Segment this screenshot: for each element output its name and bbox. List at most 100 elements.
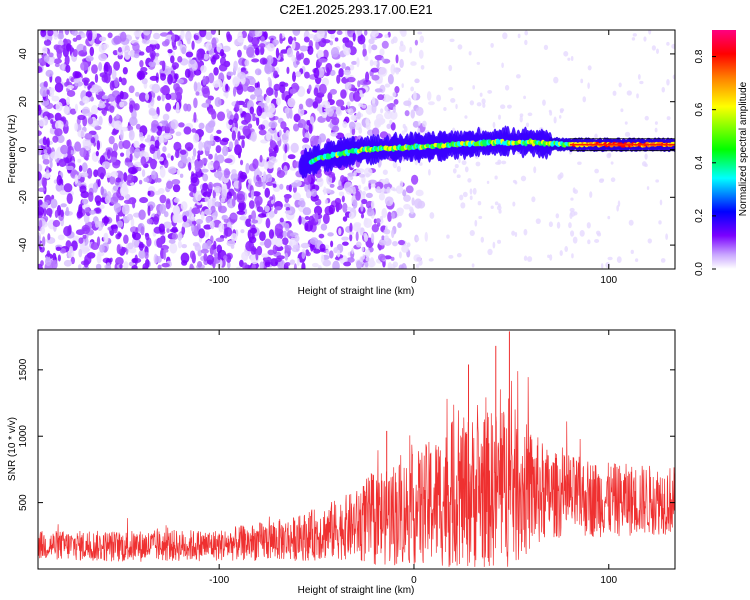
spectrogram-noise-blob — [559, 172, 564, 179]
spectrogram-noise-blob — [378, 239, 387, 246]
spectrogram-noise-blob — [320, 254, 325, 263]
spectrogram-noise-blob — [159, 235, 165, 245]
spectrogram-noise-blob — [38, 118, 46, 127]
spectrogram-noise-blob — [223, 168, 230, 179]
spectrogram-noise-blob — [335, 106, 342, 115]
spectrogram-noise-blob — [145, 46, 153, 53]
spectrogram-noise-blob — [401, 83, 404, 89]
spectrogram-noise-blob — [207, 120, 216, 128]
spectrogram-noise-blob — [179, 149, 187, 155]
spectrogram-noise-blob — [172, 213, 178, 224]
spectrogram-noise-blob — [101, 95, 109, 100]
spectrogram-noise-blob — [370, 183, 376, 188]
spectrogram-noise-blob — [283, 203, 291, 208]
spectrogram-noise-blob — [240, 229, 245, 234]
spectrogram-noise-blob — [41, 98, 50, 107]
spectrogram-noise-blob — [456, 253, 462, 258]
spectrogram-noise-blob — [143, 177, 150, 183]
spectrogram-noise-blob — [236, 210, 246, 215]
spectrogram-noise-blob — [181, 222, 190, 228]
spectrogram-noise-blob — [275, 47, 280, 59]
spectrogram-noise-blob — [637, 74, 641, 80]
spectrogram-x-label: Height of straight line (km) — [298, 286, 415, 297]
spectrogram-noise-blob — [95, 150, 99, 157]
spectrogram-noise-blob — [325, 249, 330, 255]
spectrogram-noise-blob — [145, 93, 150, 101]
spectrogram-noise-blob — [523, 255, 528, 261]
spectrogram-noise-blob — [527, 112, 533, 117]
spectrogram-noise-blob — [139, 143, 145, 153]
spectrogram-noise-blob — [368, 43, 372, 54]
spectrogram-noise-blob — [161, 262, 170, 268]
spectrogram-noise-blob — [305, 98, 314, 108]
spectrogram-noise-blob — [101, 216, 110, 224]
spectrogram-noise-blob — [215, 237, 225, 243]
spectrogram-noise-blob — [65, 64, 71, 73]
spectrogram-noise-blob — [38, 234, 41, 246]
spectrogram-noise-blob — [660, 258, 666, 263]
spectrogram-noise-blob — [98, 36, 107, 42]
snr-y-tick-label: 1500 — [18, 358, 29, 381]
spectrogram-noise-blob — [512, 201, 516, 207]
spectrogram-noise-blob — [206, 259, 213, 265]
spectrogram-noise-blob — [85, 91, 92, 98]
spectrogram-noise-blob — [382, 94, 391, 103]
spectrogram-noise-blob — [163, 159, 169, 169]
spectrogram-noise-blob — [135, 227, 139, 235]
spectrogram-noise-blob — [372, 61, 378, 66]
spectrogram-noise-blob — [365, 256, 371, 262]
spectrogram-noise-blob — [443, 106, 447, 112]
spectrogram-noise-blob — [450, 98, 456, 103]
spectrogram-noise-blob — [245, 162, 250, 174]
spectrogram-noise-blob — [298, 215, 302, 225]
spectrogram-noise-blob — [411, 197, 415, 206]
spectrogram-noise-blob — [469, 229, 475, 236]
spectrogram-noise-blob — [159, 194, 167, 204]
spectrogram-noise-blob — [235, 100, 240, 111]
spectrogram-noise-blob — [55, 101, 63, 112]
spectrogram-noise-blob — [415, 263, 420, 268]
spectrogram-noise-blob — [636, 93, 639, 99]
spectrogram-noise-blob — [213, 240, 217, 250]
spectrogram-noise-blob — [58, 158, 67, 167]
spectrogram-noise-blob — [138, 209, 146, 221]
spectrogram-noise-blob — [248, 30, 257, 38]
spectrogram-noise-blob — [318, 83, 327, 95]
spectrogram-noise-blob — [228, 141, 234, 150]
spectrogram-noise-blob — [533, 166, 537, 174]
spectrogram-noise-blob — [274, 227, 280, 237]
spectrogram-noise-blob — [122, 139, 131, 149]
spectrogram-noise-blob — [456, 174, 461, 179]
spectrogram-noise-blob — [95, 208, 100, 213]
spectrogram-noise-blob — [218, 63, 228, 72]
spectrogram-noise-blob — [151, 83, 161, 94]
spectrogram-noise-blob — [214, 201, 221, 207]
spectrogram-noise-blob — [177, 232, 183, 241]
spectrogram-noise-blob — [213, 67, 219, 76]
spectrogram-noise-blob — [656, 48, 659, 54]
spectrogram-noise-blob — [343, 69, 352, 76]
spectrogram-noise-blob — [504, 84, 510, 91]
spectrogram-noise-blob — [319, 243, 326, 252]
spectrogram-noise-blob — [353, 170, 357, 177]
spectrogram-noise-blob — [47, 233, 51, 241]
spectrogram-noise-blob — [78, 203, 83, 214]
spectrogram-noise-blob — [163, 211, 169, 218]
spectrogram-noise-blob — [410, 174, 419, 185]
spectrogram-noise-blob — [370, 232, 375, 244]
spectrogram-noise-blob — [364, 217, 368, 226]
spectrogram-noise-blob — [203, 224, 212, 230]
spectrogram-noise-blob — [109, 105, 115, 113]
spectrogram-noise-blob — [344, 82, 352, 90]
spectrogram-noise-blob — [39, 86, 49, 97]
spectrogram-noise-blob — [186, 38, 191, 45]
spectrogram-noise-blob — [273, 70, 279, 79]
spectrogram-noise-blob — [527, 256, 533, 262]
spectrogram-noise-blob — [610, 177, 616, 183]
spectrogram-noise-blob — [170, 55, 175, 64]
spectrogram-noise-blob — [133, 30, 143, 38]
spectrogram-noise-blob — [404, 110, 410, 117]
spectrogram-noise-blob — [222, 145, 229, 157]
spectrogram-noise-blob — [296, 258, 300, 267]
